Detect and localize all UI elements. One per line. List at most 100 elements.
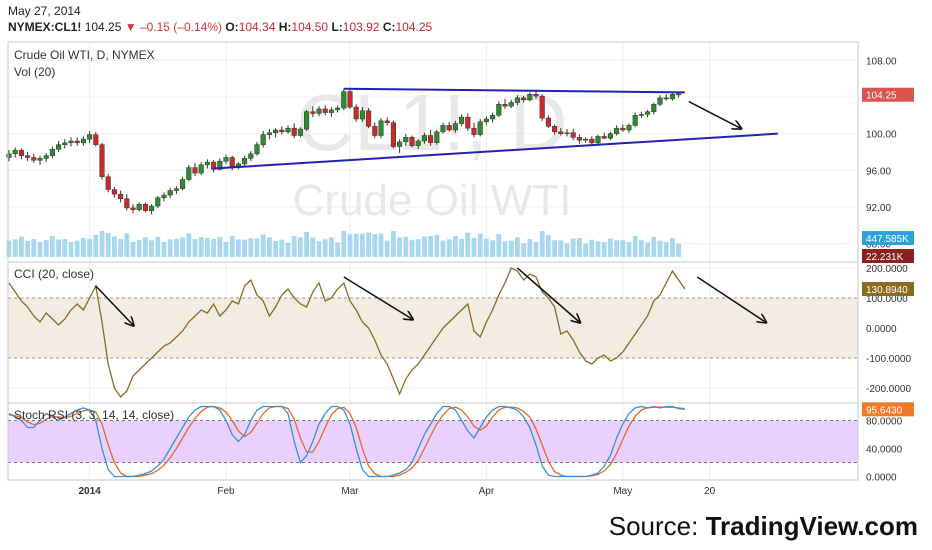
candle-body — [570, 132, 576, 138]
volume-bar — [316, 241, 322, 257]
candle-body — [6, 153, 12, 158]
cci-badge-text: 130.8940 — [866, 285, 908, 296]
candle-body — [248, 153, 254, 159]
candle-body — [25, 155, 31, 158]
volume-badge-2-text: 22.231K — [866, 252, 904, 263]
candle-body — [12, 149, 18, 155]
candle — [68, 137, 74, 147]
candle — [180, 176, 186, 191]
candle — [397, 139, 403, 153]
volume-bar — [490, 240, 495, 257]
candle — [56, 141, 62, 152]
volume-bar — [366, 232, 371, 257]
volume-bar — [155, 236, 161, 257]
volume-bar — [118, 238, 123, 257]
candle — [384, 117, 390, 126]
cci-pane-title: CCI (20, close) — [14, 267, 94, 281]
candle-body — [18, 149, 24, 156]
candle — [49, 146, 55, 159]
candle-body — [223, 157, 229, 162]
volume-bar — [99, 231, 105, 257]
candle — [204, 159, 210, 169]
candle-body — [601, 136, 607, 139]
candle — [583, 137, 589, 143]
candle — [490, 112, 496, 123]
candle-body — [192, 167, 198, 174]
volume-bar — [440, 240, 446, 257]
volume-bar — [391, 231, 396, 257]
candle — [409, 135, 415, 148]
candle-body — [576, 137, 582, 141]
price-tick-label: 88.00 — [866, 240, 891, 251]
volume-bar — [112, 236, 117, 257]
candle-body — [409, 137, 415, 146]
last-price-badge: 104.25 — [862, 87, 914, 102]
stoch-pane-title: Stoch RSI (3, 3, 14, 14, close) — [14, 408, 174, 422]
candle-body — [118, 193, 124, 200]
volume-bar — [670, 238, 675, 257]
volume-badge: 447.585K — [862, 231, 914, 245]
stoch-band — [8, 420, 858, 463]
candle-body — [564, 132, 570, 134]
volume-bar — [446, 239, 452, 257]
price-tick-label: 92.00 — [866, 203, 891, 214]
volume-bar — [242, 239, 247, 257]
volume-bar — [192, 239, 198, 257]
candle-body — [68, 140, 74, 144]
pane-frames — [7, 41, 859, 481]
volume-bar — [149, 240, 154, 257]
symbol-label[interactable]: NYMEX:CL1! — [8, 20, 82, 34]
candle-body — [446, 125, 452, 131]
stoch-tick-label: 80.0000 — [866, 417, 903, 428]
cci-line — [8, 267, 686, 399]
candle-body — [87, 134, 93, 140]
candle — [12, 147, 18, 158]
candle-body — [155, 197, 161, 207]
volume-bar — [50, 235, 55, 257]
cci-tick-label: -100.0000 — [866, 354, 911, 365]
candle-body — [533, 94, 539, 97]
volume-bar — [663, 242, 669, 257]
candle — [589, 136, 595, 145]
candle — [421, 132, 427, 144]
candle — [372, 122, 378, 139]
volume-bar — [397, 237, 402, 257]
candle — [18, 148, 24, 160]
candle — [539, 94, 545, 121]
pane-titles: Crude Oil WTI, D, NYMEX Vol (20) CCI (20… — [14, 48, 174, 422]
high-label: H: — [278, 20, 292, 34]
candle — [390, 120, 396, 149]
candle — [93, 131, 99, 147]
volume-bar — [639, 240, 644, 257]
candle — [105, 174, 111, 193]
candle-body — [328, 109, 334, 113]
candle-body — [62, 142, 68, 145]
candle-body — [322, 108, 328, 113]
volume-bar — [496, 234, 502, 257]
volume-bar — [632, 235, 638, 257]
volume-bar — [211, 238, 216, 257]
candle-body — [384, 120, 390, 123]
candle-body — [583, 138, 589, 141]
candle-body — [471, 127, 477, 135]
candle-body — [124, 198, 130, 209]
volume-bar — [62, 239, 68, 257]
volume-bar — [378, 233, 384, 257]
volume-bar — [608, 238, 613, 257]
stoch-badge: 95.6430 — [862, 402, 914, 417]
candle — [186, 164, 192, 182]
volume-bar — [105, 233, 111, 257]
volume-bar — [415, 239, 421, 257]
candle — [37, 155, 43, 165]
candle — [335, 105, 341, 113]
candle — [366, 108, 372, 129]
candle — [273, 128, 279, 138]
volume-bar — [167, 239, 173, 257]
candle-body — [260, 134, 266, 145]
candle — [576, 134, 582, 144]
x-tick-label: Mar — [341, 486, 359, 497]
price-pane-title: Crude Oil WTI, D, NYMEX — [14, 48, 155, 62]
candle-body — [173, 188, 179, 191]
volume-badge-2-bg — [862, 249, 914, 263]
